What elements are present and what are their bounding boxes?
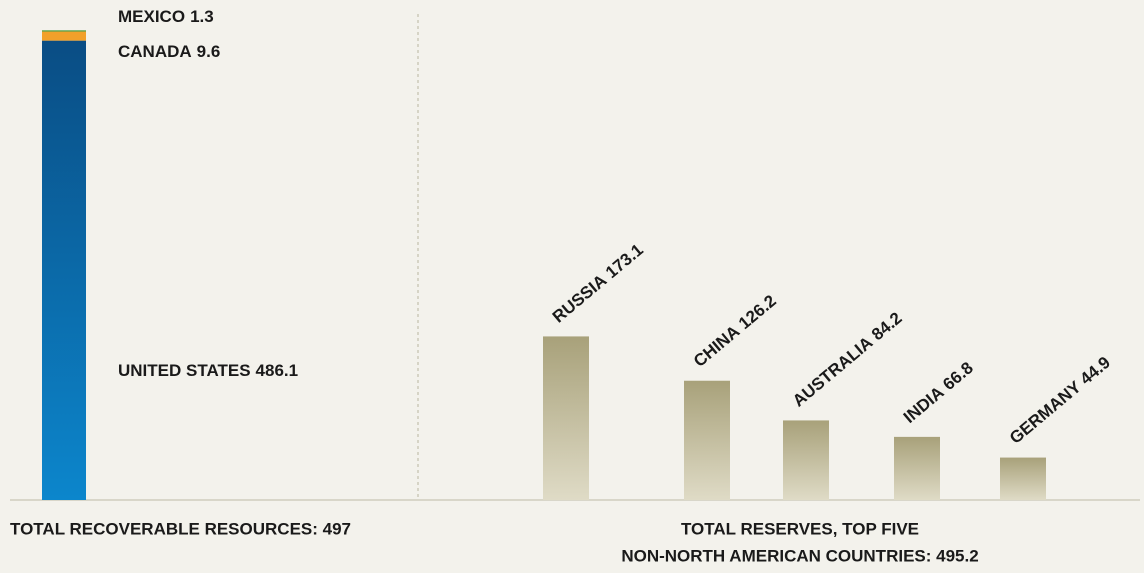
x-axis-label: TOTAL RECOVERABLE RESOURCES: 497 bbox=[10, 519, 351, 538]
segment-value: 486.1 bbox=[256, 361, 299, 380]
segment-name: MEXICO bbox=[118, 7, 185, 26]
bar-segment bbox=[42, 40, 86, 500]
segment-label: CANADA 9.6 bbox=[118, 42, 220, 61]
segment-value: 9.6 bbox=[197, 42, 221, 61]
segment-label: UNITED STATES 486.1 bbox=[118, 361, 298, 380]
segment-label: MEXICO 1.3 bbox=[118, 7, 214, 26]
bar bbox=[1000, 457, 1046, 500]
segment-value: 1.3 bbox=[190, 7, 214, 26]
bar bbox=[543, 336, 589, 500]
bar bbox=[894, 436, 940, 500]
bar bbox=[684, 380, 730, 500]
bar bbox=[783, 420, 829, 500]
x-axis-label: NON-NORTH AMERICAN COUNTRIES: 495.2 bbox=[621, 546, 978, 565]
x-axis-label: TOTAL RESERVES, TOP FIVE bbox=[681, 519, 919, 538]
bar-segment bbox=[42, 30, 86, 32]
segment-name: CANADA bbox=[118, 42, 192, 61]
bar-segment bbox=[42, 31, 86, 41]
segment-name: UNITED STATES bbox=[118, 361, 251, 380]
